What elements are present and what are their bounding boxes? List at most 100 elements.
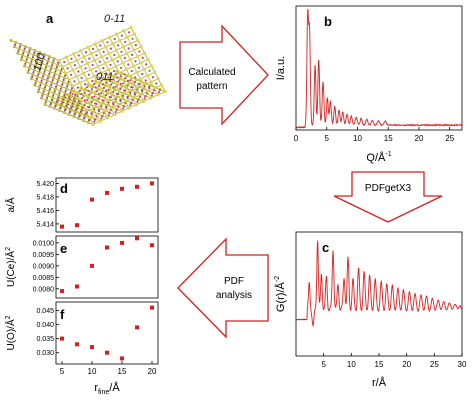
atom-ce [59, 69, 63, 73]
atom-o [123, 57, 126, 60]
atom-o [119, 100, 122, 103]
atom-o [86, 86, 88, 89]
atom-o [30, 60, 33, 63]
panel-e-frame [55, 235, 159, 299]
atom-ce [149, 80, 153, 84]
atom-ce [50, 81, 54, 84]
atom-ce [103, 77, 107, 81]
atom-o [128, 31, 131, 34]
atom-ce [36, 90, 40, 94]
atom-ce [149, 96, 153, 100]
atom-o [67, 80, 70, 83]
atom-o [84, 67, 87, 70]
atom-ce [106, 84, 110, 88]
atom-o [93, 120, 96, 123]
atom-o [83, 99, 86, 102]
panel-b-frame [295, 5, 463, 131]
atom-ce [128, 58, 132, 62]
panel-f-letter: f [60, 307, 65, 322]
atom-o [122, 107, 124, 110]
atom-ce [53, 107, 57, 110]
atom-ce [118, 38, 122, 43]
panel-e-letter: e [60, 241, 67, 256]
atom-o [62, 78, 65, 81]
atom-o [40, 79, 43, 82]
atom-o [81, 109, 84, 112]
atom-o [69, 98, 72, 101]
atom-ce [121, 61, 125, 65]
atom-o [95, 103, 98, 105]
atom-ce [129, 25, 133, 30]
atom-ce [31, 73, 35, 76]
atom-o [38, 68, 41, 71]
atom-ce [72, 115, 76, 118]
atom-ce [51, 76, 55, 80]
atom-o [101, 115, 104, 118]
atom-ce [132, 64, 136, 68]
atom-o [62, 101, 64, 104]
atom-o [127, 47, 130, 50]
atom-ce [102, 93, 106, 97]
atom-ce [27, 66, 31, 70]
panel-a-letter: a [46, 11, 54, 26]
atom-ce [156, 77, 160, 81]
atom-o [144, 95, 147, 98]
atom-ce [91, 122, 95, 127]
atom-ce [105, 78, 109, 82]
atom-o [28, 49, 31, 52]
atom-o [144, 79, 147, 82]
atom-o [141, 56, 144, 60]
pdf-gr-line [295, 240, 463, 328]
atom-o [98, 85, 100, 87]
atom-ce [132, 32, 136, 36]
atom-ce [137, 85, 141, 89]
atom-o [109, 79, 112, 82]
atom-ce [145, 90, 149, 94]
atom-ce [34, 79, 38, 83]
atom-ce [86, 45, 90, 49]
atom-o [93, 83, 96, 85]
x-tick-label: 15 [384, 134, 393, 143]
atom-ce [120, 109, 124, 113]
atom-o [22, 52, 25, 55]
atom-ce [38, 85, 42, 89]
atom-o [42, 90, 45, 93]
atom-o [138, 83, 141, 86]
atom-ce [29, 77, 33, 81]
atom-ce [69, 95, 73, 99]
atom-o [95, 54, 98, 57]
panel-e-ylabel: U(Ce)/Å2 [4, 247, 17, 287]
atom-ce [93, 105, 97, 109]
atom-ce [107, 68, 111, 72]
atom-o [137, 66, 140, 69]
atom-o [42, 75, 45, 78]
atom-o [70, 106, 73, 109]
atom-ce [110, 93, 114, 97]
atom-o [88, 93, 91, 96]
atom-ce [81, 87, 85, 91]
atom-o [83, 104, 86, 107]
atom-ce [41, 57, 45, 61]
atom-ce [100, 39, 104, 43]
atom-o [124, 77, 127, 80]
panel-c-letter: c [322, 240, 329, 255]
atom-ce [35, 59, 39, 63]
atom-o [70, 87, 73, 90]
atom-o [108, 111, 111, 115]
atom-ce [39, 81, 43, 85]
atom-o [29, 64, 32, 67]
atom-ce [60, 85, 64, 88]
atom-ce [127, 81, 131, 85]
atom-o [81, 97, 84, 99]
atom-o [124, 40, 127, 44]
atom-ce [54, 67, 58, 71]
atom-ce [89, 68, 93, 72]
atom-o [112, 70, 115, 73]
atom-ce [113, 87, 117, 91]
atom-o [155, 82, 158, 85]
atom-o [47, 57, 50, 60]
data-point [120, 356, 124, 361]
atom-ce [138, 77, 142, 81]
atom-o [131, 86, 134, 89]
atom-ce [91, 97, 95, 101]
